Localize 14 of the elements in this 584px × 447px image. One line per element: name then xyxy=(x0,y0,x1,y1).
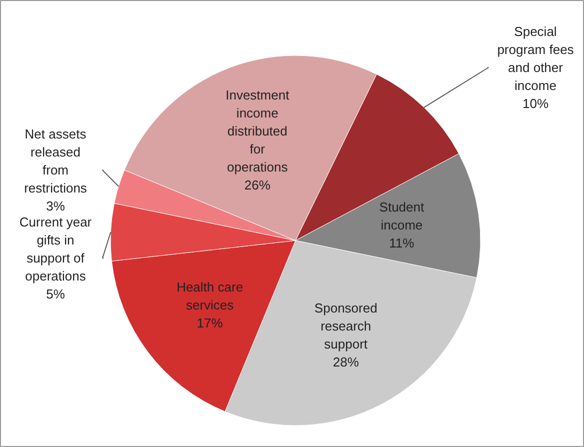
data-label: 17% xyxy=(196,316,224,331)
slice-label: Sponsored research support xyxy=(314,300,378,352)
data-label: 28% xyxy=(332,354,360,370)
slice-label: Investment income distributed for operations xyxy=(226,88,290,175)
slice-label: Net assets released from restrictions xyxy=(24,126,88,196)
data-label: 11% xyxy=(389,236,415,251)
slice-label: Health care services xyxy=(176,280,244,313)
slice-label: Special program fees and other income xyxy=(497,24,574,93)
data-label: 3% xyxy=(46,198,66,214)
slice-label: Current year gifts in support of operations xyxy=(19,214,92,284)
data-label: 26% xyxy=(244,178,271,193)
data-label: 5% xyxy=(46,286,66,302)
data-label: 10% xyxy=(522,96,549,111)
slice-label: Student income xyxy=(379,200,424,233)
